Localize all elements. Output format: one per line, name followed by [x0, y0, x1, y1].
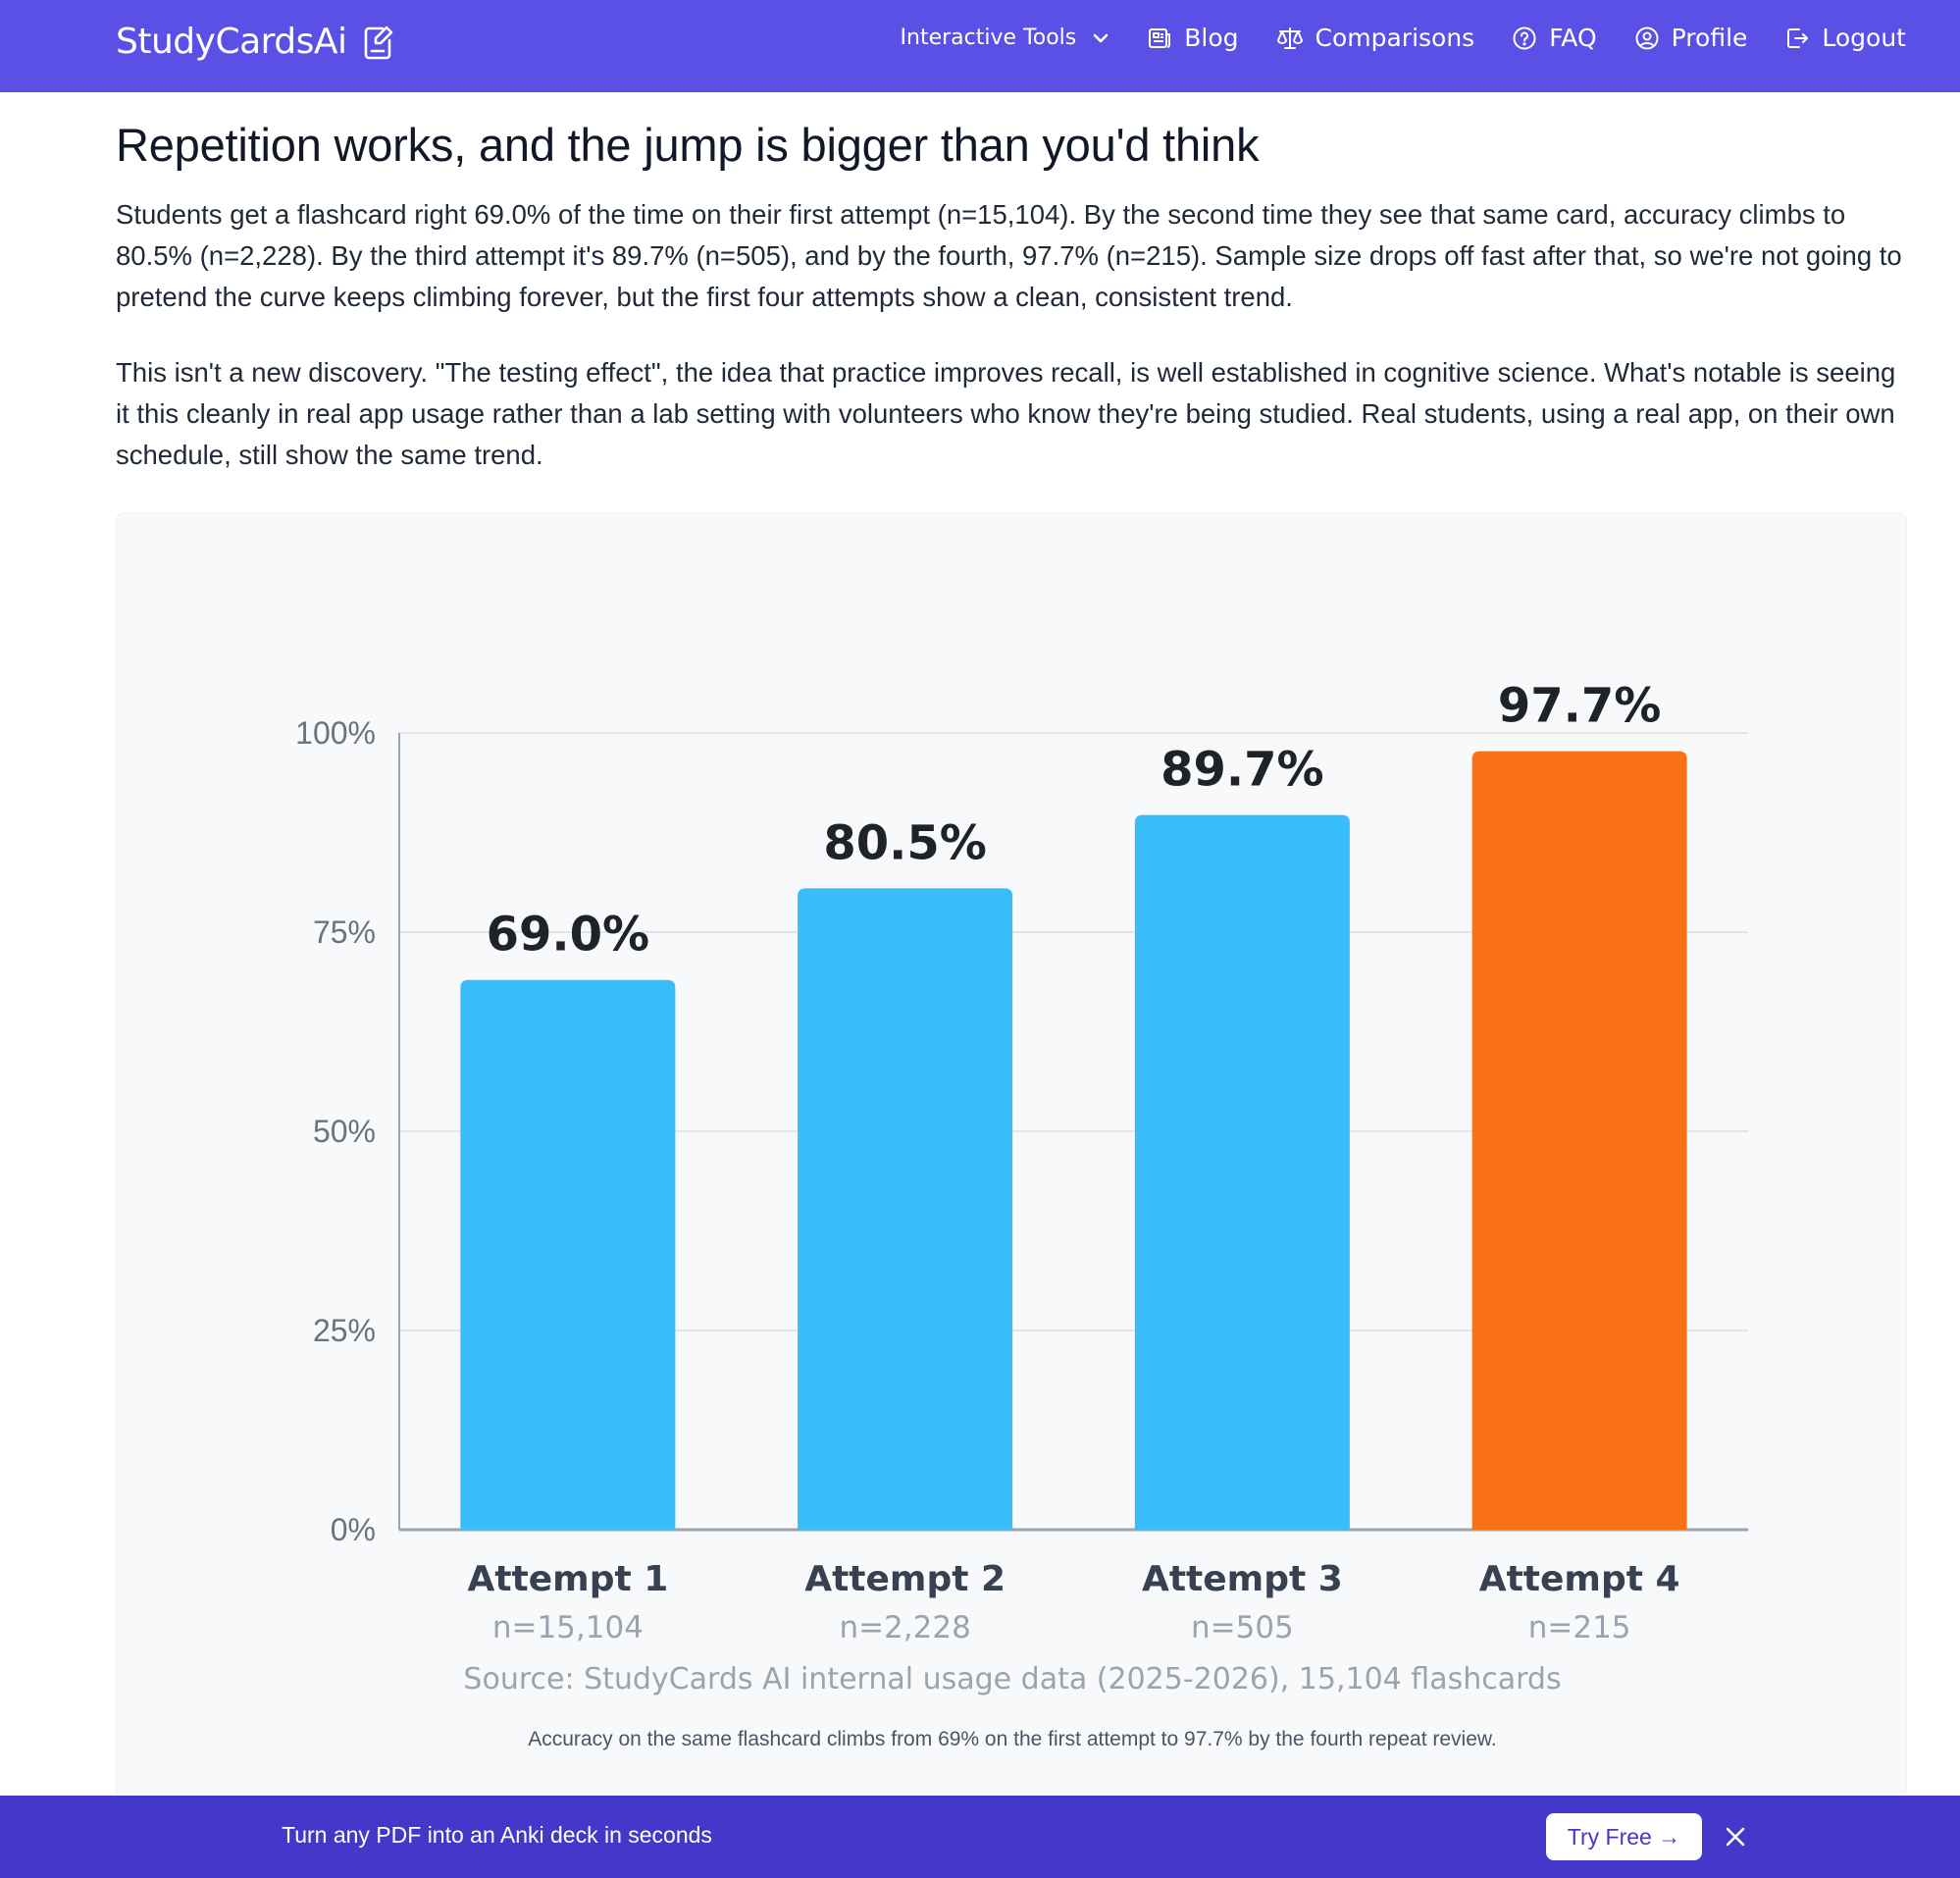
chart-source-label: Source: StudyCards AI internal usage dat… [463, 1662, 1561, 1696]
nav-comparisons-label: Comparisons [1315, 24, 1475, 52]
bar-value-label: 89.7% [1161, 743, 1324, 798]
nav-interactive-tools-label: Interactive Tools [900, 26, 1077, 50]
y-tick-label: 100% [295, 715, 376, 751]
nav-links: Interactive Tools Blog Comparisons FAQ P… [901, 24, 1906, 52]
brand-logo[interactable]: StudyCardsAi [116, 22, 394, 62]
x-sample-size-label: n=15,104 [492, 1610, 644, 1645]
edit-note-icon [363, 25, 394, 60]
bar-3 [1134, 814, 1350, 1530]
x-sample-size-label: n=505 [1191, 1610, 1294, 1645]
brand-name: StudyCardsAi [116, 22, 347, 62]
y-tick-label: 25% [313, 1313, 376, 1348]
nav-profile-label: Profile [1671, 24, 1748, 52]
close-icon[interactable] [1719, 1820, 1752, 1853]
chart-card: 0% 25% 50% 75% 100% 69.0% Attempt 1 n=15,104 80.… [116, 512, 1907, 1798]
question-circle-icon [1513, 26, 1536, 49]
promo-banner-text: Turn any PDF into an Anki deck in second… [282, 1822, 712, 1848]
bar-value-label: 69.0% [487, 908, 650, 963]
newspaper-icon [1149, 27, 1171, 48]
chevron-down-icon [1093, 33, 1109, 42]
nav-comparisons[interactable]: Comparisons [1276, 24, 1475, 52]
bar-4 [1471, 751, 1687, 1530]
bar-value-label: 97.7% [1498, 679, 1662, 734]
x-sample-size-label: n=2,228 [839, 1610, 970, 1645]
try-free-button[interactable]: Try Free → [1546, 1813, 1702, 1860]
nav-faq-label: FAQ [1549, 24, 1597, 52]
nav-logout-label: Logout [1822, 24, 1906, 52]
x-category-label: Attempt 3 [1142, 1559, 1343, 1599]
logout-icon [1787, 27, 1809, 48]
article-paragraph: This isn't a new discovery. "The testing… [116, 357, 1896, 471]
top-navbar: StudyCardsAi Interactive Tools Blog Comp… [0, 0, 1960, 92]
nav-logout[interactable]: Logout [1784, 24, 1906, 52]
chart-caption: Accuracy on the same flashcard climbs fr… [528, 1728, 1497, 1750]
y-tick-label: 0% [331, 1512, 376, 1547]
x-sample-size-label: n=215 [1528, 1610, 1631, 1645]
scale-icon [1276, 26, 1303, 49]
y-tick-label: 75% [313, 914, 376, 950]
article-content: Repetition works, and the jump is bigger… [116, 92, 1907, 476]
x-category-label: Attempt 2 [804, 1559, 1006, 1599]
nav-blog-label: Blog [1184, 24, 1239, 52]
article-paragraph: Students get a flashcard right 69.0% of … [116, 199, 1902, 313]
promo-banner: Turn any PDF into an Anki deck in second… [0, 1796, 1960, 1878]
y-tick-label: 50% [313, 1114, 376, 1149]
accuracy-bar-chart: 0% 25% 50% 75% 100% 69.0% Attempt 1 n=15,104 80.… [295, 679, 1748, 1696]
bar-2 [798, 888, 1013, 1530]
nav-blog[interactable]: Blog [1147, 24, 1239, 52]
nav-profile[interactable]: Profile [1634, 24, 1748, 52]
nav-interactive-tools[interactable]: Interactive Tools [901, 26, 1110, 50]
bar-value-label: 80.5% [823, 815, 987, 870]
x-category-label: Attempt 4 [1479, 1559, 1680, 1599]
bar-1 [460, 979, 676, 1530]
nav-faq[interactable]: FAQ [1512, 24, 1597, 52]
x-category-label: Attempt 1 [467, 1559, 668, 1599]
article-title: Repetition works, and the jump is bigger… [116, 119, 1260, 171]
user-circle-icon [1635, 26, 1659, 49]
